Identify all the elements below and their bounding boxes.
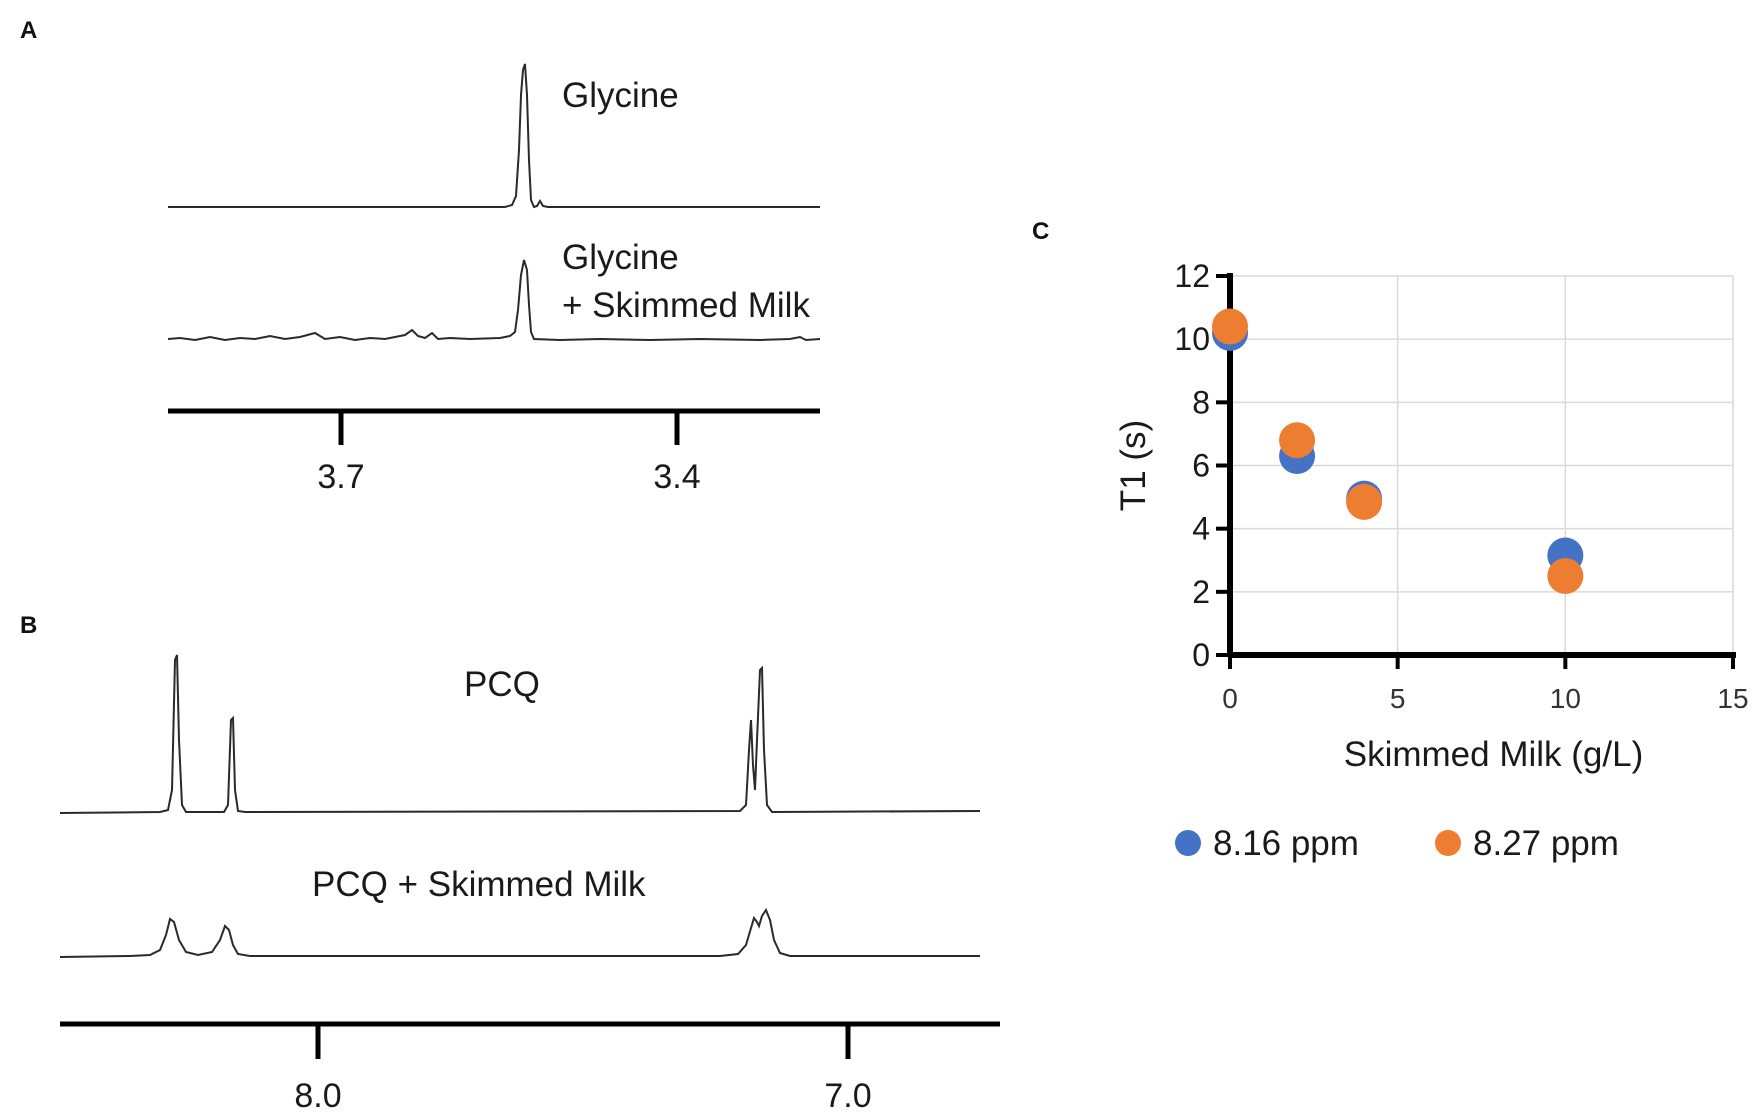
point-8.27-ppm-10: [1547, 558, 1584, 595]
legend-label-1: 8.27 ppm: [1473, 824, 1619, 863]
panel-c-letter: C: [1032, 218, 1050, 245]
panel-b: B PCQ PCQ + Skimmed Milk 8.0 7.0: [0, 600, 1010, 1115]
x-tick-label-5: 5: [1390, 683, 1406, 714]
glycine-label: Glycine: [556, 76, 685, 116]
panel-b-letter: B: [20, 612, 38, 639]
panel-a-letter: A: [20, 17, 38, 44]
y-tick-label-2: 2: [1192, 574, 1210, 610]
legend-label-0: 8.16 ppm: [1213, 824, 1359, 863]
x-axis-title: Skimmed Milk (g/L): [1344, 735, 1643, 774]
y-axis-title: T1 (s): [1114, 420, 1153, 511]
glycine-spectrum-trace: [168, 63, 820, 209]
pcq-milk-label: PCQ + Skimmed Milk: [306, 865, 652, 905]
panel-a-spectra: [167, 63, 820, 445]
pcq-milk-spectrum-trace: [59, 907, 980, 958]
y-tick-label-4: 4: [1192, 511, 1210, 547]
point-8.27-ppm-0: [1212, 308, 1248, 345]
x-tick-label-0: 0: [1222, 683, 1238, 714]
pcq-label: PCQ: [458, 665, 546, 705]
point-8.27-ppm-2: [1279, 422, 1316, 459]
x-tick-label-10: 10: [1550, 683, 1581, 714]
panel-b-tick-label-8.0: 8.0: [294, 1077, 342, 1115]
panel-a-tick-label-3.7: 3.7: [317, 458, 365, 496]
y-tick-label-10: 10: [1174, 321, 1210, 357]
glycine-milk-label-line1: Glycine: [556, 238, 685, 278]
glycine-milk-label-line2: + Skimmed Milk: [556, 286, 816, 326]
panel-b-spectra: [59, 654, 1000, 1059]
legend-marker-0: [1175, 830, 1201, 856]
y-tick-label-12: 12: [1174, 258, 1210, 294]
panel-b-tick-label-7.0: 7.0: [824, 1077, 872, 1115]
panel-c: C 0 2 4 6 8 10 12 0 5 10 15 Skimmed Milk (g/L) T1 (s…: [1020, 200, 1760, 1000]
panel-a: A Glycine Glycine + Skimmed Milk 3.7 3.4: [0, 0, 820, 496]
x-tick-label-15: 15: [1717, 683, 1748, 714]
legend-marker-1: [1435, 830, 1461, 856]
point-8.27-ppm-4: [1346, 483, 1383, 520]
t1-scatter-chart: 0 2 4 6 8 10 12 0 5 10 15 Skimmed Milk (g/L) T1 (s) 8…: [1114, 258, 1749, 863]
glycine-milk-spectrum-trace: [167, 259, 820, 342]
y-tick-label-0: 0: [1192, 637, 1210, 673]
y-tick-label-6: 6: [1192, 448, 1210, 484]
panel-a-tick-label-3.4: 3.4: [653, 458, 701, 496]
y-tick-label-8: 8: [1192, 384, 1210, 420]
pcq-spectrum-trace: [59, 654, 981, 814]
